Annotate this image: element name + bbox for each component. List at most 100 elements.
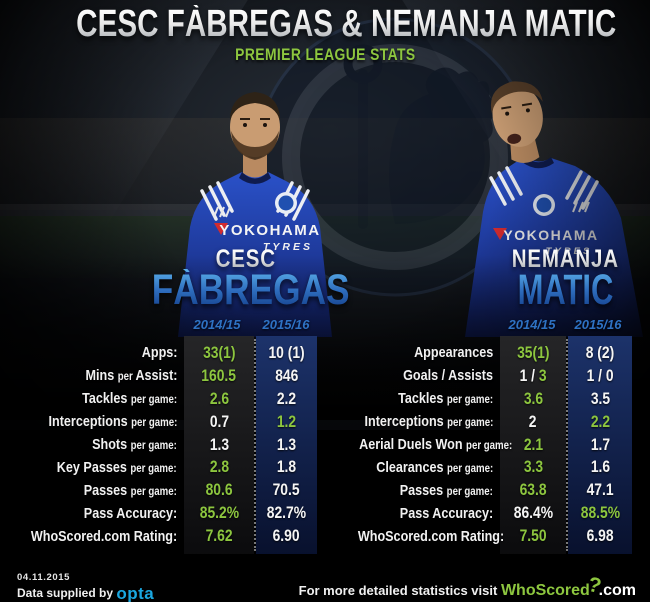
stat-label: Tackles per game: (82, 390, 177, 408)
stat-value-2015-16: 1.3 (276, 435, 297, 454)
page-subtitle: PREMIER LEAGUE STATS (234, 46, 416, 64)
player-first-name-fabregas: CESC (215, 245, 277, 273)
stat-value-2015-16: 8 (2) (585, 343, 615, 362)
stat-value-2015-16: 82.7% (266, 504, 307, 523)
footer-left: 04.11.2015 Data supplied by opta (17, 572, 154, 602)
stat-row: Key Passes per game: 2.8 1.8 (0, 456, 322, 479)
stat-value-2015-16: 10 (1) (268, 343, 305, 362)
season-header: 2015/16 (262, 317, 310, 332)
stat-label: Pass Accuracy: (399, 504, 493, 522)
date-label: 04.11.2015 (17, 572, 71, 583)
stat-row: Pass Accuracy: 86.4% 88.5% (330, 502, 650, 525)
column-divider (254, 339, 256, 551)
stat-row: WhoScored.com Rating: 7.62 6.90 (0, 525, 322, 548)
stat-label: Key Passes per game: (57, 458, 177, 476)
stat-value-2015-16: 47.1 (586, 481, 614, 500)
stat-value-2015-16: 1 / 0 (586, 366, 614, 385)
stat-value-2014-15: 2.6 (209, 389, 229, 408)
stat-value-2014-15: 33(1) (202, 343, 236, 362)
stat-value-2014-15: 160.5 (201, 366, 237, 385)
stat-label: Apps: (141, 344, 177, 362)
stat-value-2015-16: 3.5 (590, 389, 610, 408)
stat-label: Interceptions per game: (364, 413, 493, 431)
stat-value-2014-15: 1 / 3 (519, 366, 547, 385)
stat-row: Pass Accuracy: 85.2% 82.7% (0, 502, 322, 525)
stat-row: Appearances 35(1) 8 (2) (330, 342, 650, 365)
stat-label: WhoScored.com Rating: (30, 527, 177, 545)
stats-table-fabregas: Apps: 33(1) 10 (1) Mins per Assist: 160.5 846… (0, 336, 322, 554)
footer-bar: 04.11.2015 Data supplied by opta For mor… (0, 570, 650, 602)
page-title: CESC FÀBREGAS & NEMANJA MATIC (76, 3, 617, 45)
stat-value-2014-15: 2.8 (209, 458, 229, 477)
stat-value-2014-15: 2.1 (523, 435, 543, 454)
stat-value-2014-15: 3.3 (523, 458, 543, 477)
stat-row: WhoScored.com Rating: 7.50 6.98 (330, 525, 650, 548)
stat-value-2014-15: 1.3 (209, 435, 229, 454)
stat-row: Shots per game: 1.3 1.3 (0, 434, 322, 457)
stat-row: Passes per game: 63.8 47.1 (330, 479, 650, 502)
player-last-name-matic: MATIC (517, 266, 613, 314)
whoscored-com-text: .com (598, 582, 636, 599)
stat-row: Apps: 33(1) 10 (1) (0, 342, 322, 365)
stats-table-matic: Appearances 35(1) 8 (2) Goals / Assists 1 / … (330, 336, 650, 554)
stat-value-2014-15: 7.62 (205, 527, 233, 546)
stat-label: Passes per game: (399, 481, 493, 499)
stat-value-2014-15: 7.50 (519, 527, 547, 546)
stat-label: Tackles per game: (398, 390, 493, 408)
stat-value-2014-15: 3.6 (523, 389, 543, 408)
stat-value-2014-15: 2 (529, 412, 537, 431)
stat-value-2015-16: 846 (274, 366, 299, 385)
stat-value-2014-15: 0.7 (209, 412, 229, 431)
stat-label: Mins per Assist: (85, 367, 177, 385)
stat-row: Goals / Assists 1 / 3 1 / 0 (330, 365, 650, 388)
stat-row: Interceptions per game: 0.7 1.2 (0, 411, 322, 434)
stat-row: Tackles per game: 2.6 2.2 (0, 388, 322, 411)
stat-value-2015-16: 1.7 (590, 435, 610, 454)
whoscored-logo: WhoScored?.com (500, 573, 636, 599)
stat-value-2014-15: 63.8 (519, 481, 547, 500)
column-background-2015-16 (568, 336, 632, 554)
stat-value-2014-15: 86.4% (513, 504, 553, 523)
stat-value-2015-16: 6.90 (273, 527, 300, 546)
stat-label: Appearances (413, 344, 493, 362)
stat-row: Interceptions per game: 2 2.2 (330, 411, 650, 434)
season-header: 2014/15 (508, 317, 556, 332)
stat-value-2015-16: 2.2 (590, 412, 610, 431)
stat-value-2015-16: 1.2 (276, 412, 297, 431)
stat-label: Pass Accuracy: (83, 504, 177, 522)
column-background-2014-15 (500, 336, 566, 554)
opta-logo: opta (116, 583, 155, 602)
stat-row: Clearances per game: 3.3 1.6 (330, 456, 650, 479)
supplied-by-text: Data supplied by (17, 585, 114, 600)
stat-value-2014-15: 85.2% (199, 504, 239, 523)
stat-label: Aerial Duels Won per game: (359, 436, 513, 453)
stat-label: Interceptions per game: (48, 413, 177, 431)
stat-label: Shots per game: (92, 436, 177, 453)
stat-value-2015-16: 70.5 (273, 481, 300, 500)
stat-value-2015-16: 1.8 (276, 458, 297, 477)
footer-right: For more detailed statistics visit WhoSc… (298, 573, 636, 601)
stat-row: Passes per game: 80.6 70.5 (0, 479, 322, 502)
stat-label: Passes per game: (83, 481, 177, 499)
stat-row: Tackles per game: 3.6 3.5 (330, 388, 650, 411)
player-last-name-fabregas: FÀBREGAS (151, 266, 350, 314)
data-supplier-line: Data supplied by opta (17, 584, 154, 602)
player-first-name-matic: NEMANJA (511, 245, 619, 273)
stat-label: Goals / Assists (403, 367, 493, 385)
stat-value-2015-16: 1.6 (590, 458, 610, 477)
whoscored-wordmark: WhoScored (500, 582, 590, 599)
column-background-2014-15 (184, 336, 254, 554)
season-header: 2015/16 (574, 317, 622, 332)
stat-value-2015-16: 6.98 (586, 527, 614, 546)
stat-row: Mins per Assist: 160.5 846 (0, 365, 322, 388)
stat-label: WhoScored.com Rating: (357, 527, 505, 545)
column-divider (566, 339, 568, 551)
stat-value-2015-16: 2.2 (276, 389, 297, 408)
stat-value-2014-15: 35(1) (516, 343, 550, 362)
visit-text: For more detailed statistics visit (298, 583, 498, 598)
stat-value-2014-15: 80.6 (205, 481, 233, 500)
stat-value-2015-16: 88.5% (580, 504, 620, 523)
column-background-2015-16 (256, 336, 317, 554)
stat-label: Clearances per game: (376, 458, 493, 476)
